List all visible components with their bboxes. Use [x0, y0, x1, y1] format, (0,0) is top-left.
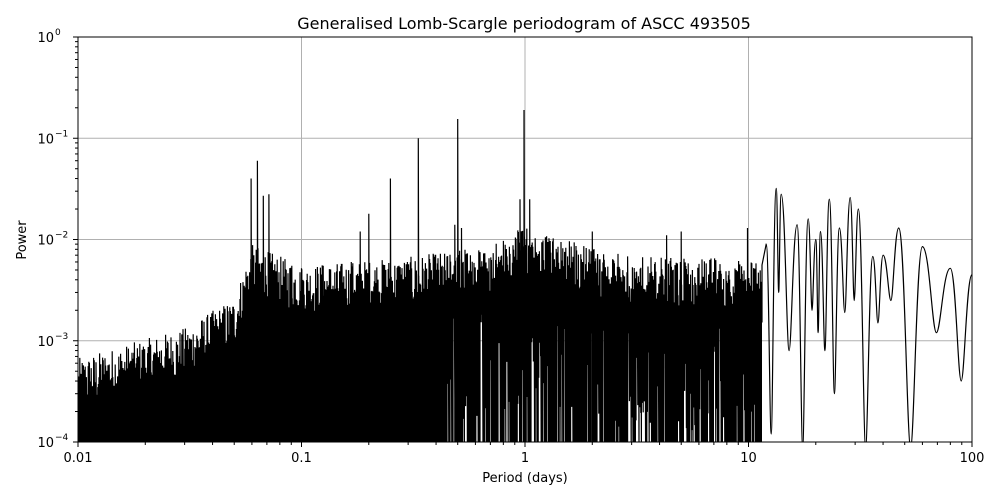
- x-tick-label: 100: [960, 451, 985, 466]
- y-tick-exponent: −4: [55, 433, 69, 443]
- y-tick-exponent: −1: [55, 129, 68, 139]
- x-axis-label: Period (days): [482, 471, 568, 486]
- y-tick-label: 10: [37, 335, 54, 350]
- y-tick-exponent: −2: [55, 231, 68, 241]
- x-tick-label: 1: [521, 451, 529, 466]
- y-tick-label: 10: [37, 436, 54, 451]
- x-axis-ticks: 0.01 0.1 1 10 100: [64, 442, 985, 466]
- y-tick-label: 10: [37, 132, 54, 147]
- y-tick-label: 10: [37, 31, 54, 46]
- chart-title: Generalised Lomb-Scargle periodogram of …: [297, 14, 751, 33]
- x-tick-label: 10: [740, 451, 757, 466]
- y-tick-exponent: −3: [55, 332, 68, 342]
- x-tick-label: 0.1: [291, 451, 312, 466]
- y-tick-label: 10: [37, 234, 54, 249]
- y-tick-exponent: 0: [55, 28, 61, 38]
- y-axis-label: Power: [15, 220, 30, 260]
- periodogram-line: [78, 109, 972, 442]
- x-tick-label: 0.01: [64, 451, 93, 466]
